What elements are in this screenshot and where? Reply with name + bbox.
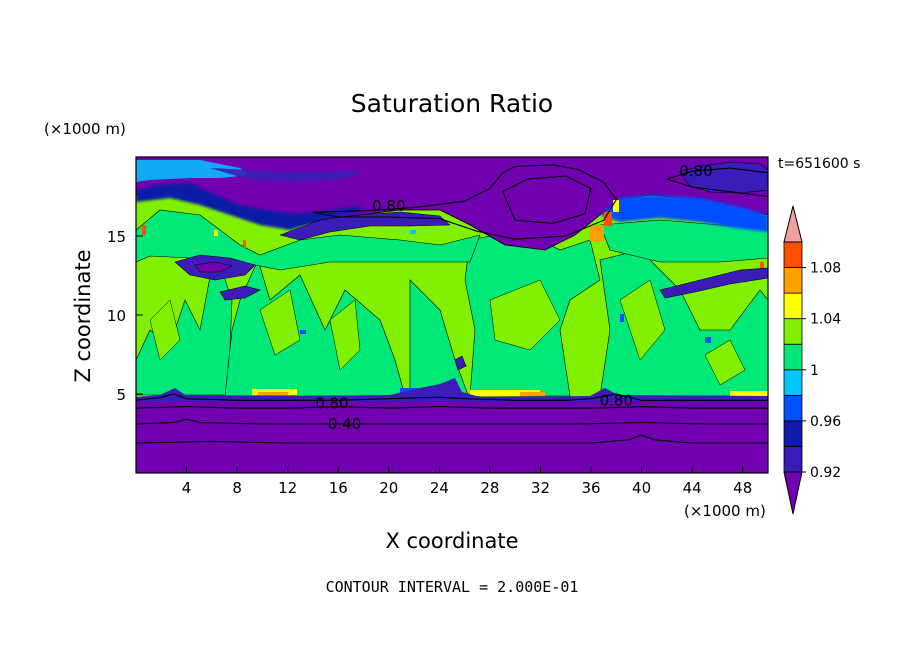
contour-label: 0.80: [600, 391, 633, 409]
colorbar-tick-label: 1.08: [810, 261, 841, 277]
contour-line: [136, 393, 768, 401]
contour-line: [502, 175, 592, 224]
colorbar-lower-extend: [783, 471, 803, 515]
x-axis-ticks: 4 8 12 16 20 24 28 32 36 40 44 48: [182, 466, 752, 497]
moist-specks: [142, 200, 764, 343]
colorbar-band: [783, 369, 803, 396]
x-unit-label: (×1000 m): [684, 502, 766, 520]
chart-title: Saturation Ratio: [351, 89, 553, 118]
x-tick-label: 16: [329, 479, 348, 497]
colorbar-band: [783, 241, 803, 268]
y-axis-ticks: 5 10 15: [107, 228, 143, 404]
x-tick-label: 36: [581, 479, 600, 497]
colorbar-tick-label: 0.92: [810, 465, 841, 481]
colorbar-band: [783, 318, 803, 345]
y-tick-label: 15: [107, 228, 126, 246]
x-tick-label: 4: [182, 479, 192, 497]
y-tick-label: 5: [116, 386, 126, 404]
colorbar-upper-extend: [783, 205, 803, 243]
x-tick-label: 20: [379, 479, 398, 497]
x-axis-label: X coordinate: [385, 529, 518, 553]
colorbar-tick-label: 1: [810, 363, 819, 379]
x-tick-label: 44: [683, 479, 702, 497]
mid-level-dry-patches: [174, 254, 768, 371]
colorbar-tick-label: 0.96: [810, 414, 841, 430]
contour-label: 0.40: [328, 415, 361, 433]
y-tick-label: 10: [107, 307, 126, 325]
x-tick-label: 48: [733, 479, 752, 497]
contour-line: [312, 164, 617, 240]
x-tick-label: 40: [632, 479, 651, 497]
contour-label: 0.80: [372, 197, 405, 215]
lower-dry-edge: [136, 378, 768, 402]
y-unit-label: (×1000 m): [44, 120, 126, 138]
plot-area: [136, 157, 768, 473]
green-islands: [149, 279, 746, 386]
x-tick-label: 32: [531, 479, 550, 497]
contour-lines: [136, 164, 768, 444]
y-axis-label: Z coordinate: [71, 249, 95, 382]
x-tick-label: 12: [278, 479, 297, 497]
contour-label: 0.80: [679, 162, 712, 180]
contour-line: [136, 406, 768, 409]
x-tick-label: 24: [430, 479, 449, 497]
contour-line: [136, 434, 768, 444]
x-tick-label: 8: [232, 479, 242, 497]
colorbar-band: [783, 343, 803, 371]
colorbar-band: [783, 292, 803, 320]
colorbar-band: [783, 394, 803, 422]
lower-dry-layer: [136, 397, 768, 473]
x-tick-label: 28: [480, 479, 499, 497]
colorbar-band: [783, 446, 803, 473]
contour-line: [136, 418, 768, 425]
contour-labels: 0.80 0.80 0.40 0.80 0.80: [315, 162, 712, 433]
colorbar-band: [783, 267, 803, 294]
contour-line: [666, 167, 768, 198]
time-label: t=651600 s: [778, 156, 860, 172]
contour-interval-note: CONTOUR INTERVAL = 2.000E-01: [326, 578, 579, 596]
contour-label: 0.80: [315, 394, 348, 412]
colorbar: 0.92 0.96 1 1.04 1.08: [783, 205, 841, 515]
colorbar-tick-label: 1.04: [810, 312, 841, 328]
colorbar-band: [783, 420, 803, 447]
